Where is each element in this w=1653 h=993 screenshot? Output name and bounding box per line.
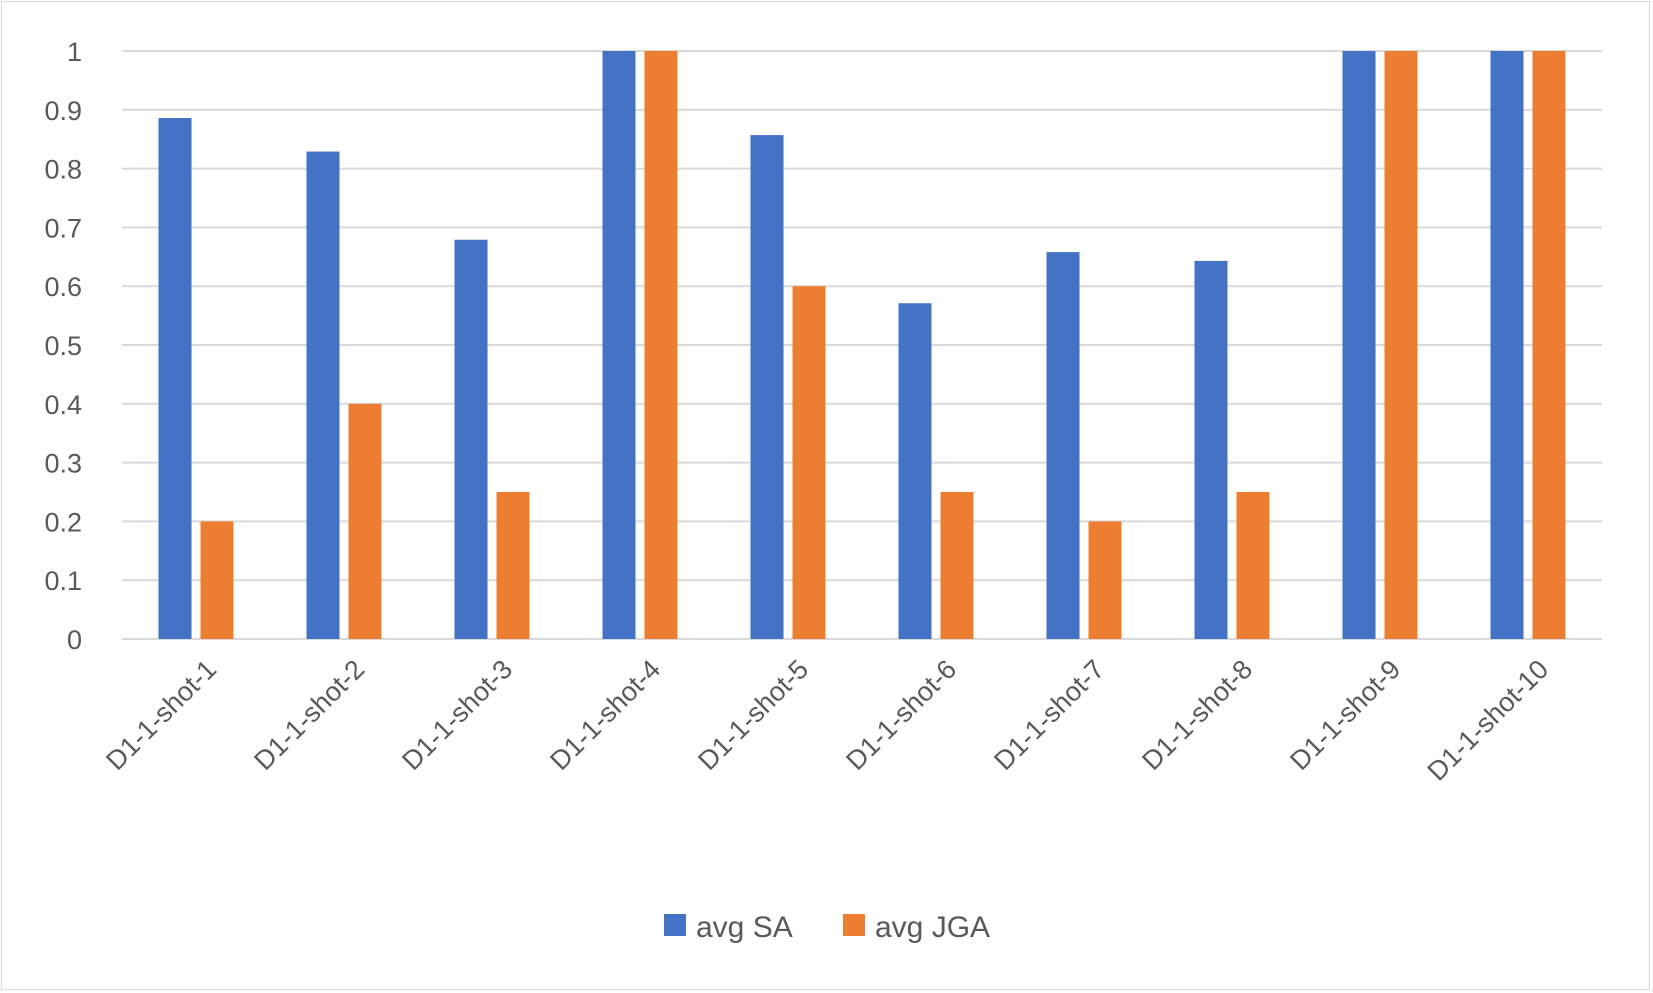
bar-jga-3 [496, 492, 530, 639]
y-tick-label: 0.7 [44, 213, 82, 243]
y-tick-label: 0.1 [44, 566, 82, 596]
x-tick-label: D1-1-shot-4 [544, 654, 666, 776]
x-tick-label: D1-1-shot-7 [988, 654, 1110, 776]
bar-sa-4 [602, 51, 636, 639]
legend-swatch-sa [664, 914, 686, 936]
bar-jga-2 [348, 403, 382, 639]
legend-swatch-jga [843, 914, 865, 936]
y-axis-ticks: 0 0.1 0.2 0.3 0.4 0.5 0.6 0.7 0.8 0.9 1 [44, 37, 82, 655]
legend-label-jga: avg JGA [875, 911, 990, 944]
x-tick-label: D1-1-shot-3 [396, 654, 518, 776]
y-tick-label: 0.3 [44, 449, 82, 479]
bar-sa-10 [1490, 51, 1524, 639]
bar-sa-2 [306, 151, 340, 639]
bar-sa-7 [1046, 252, 1080, 639]
x-tick-label: D1-1-shot-6 [840, 654, 962, 776]
y-tick-label: 1 [67, 37, 82, 67]
y-tick-label: 0.5 [44, 331, 82, 361]
bar-sa-5 [750, 135, 784, 640]
y-tick-label: 0.8 [44, 155, 82, 185]
x-tick-label: D1-1-shot-9 [1284, 654, 1406, 776]
bar-jga-10 [1532, 51, 1566, 639]
bar-sa-1 [158, 118, 192, 640]
y-tick-label: 0.4 [44, 390, 82, 420]
bar-jga-7 [1088, 521, 1122, 639]
bar-jga-8 [1236, 492, 1270, 639]
bar-sa-6 [898, 303, 932, 639]
y-tick-label: 0.6 [44, 272, 82, 302]
gridlines [122, 50, 1602, 640]
bar-sa-8 [1194, 260, 1228, 639]
bars [158, 51, 1566, 640]
bar-jga-5 [792, 286, 826, 639]
y-tick-label: 0.2 [44, 507, 82, 537]
y-tick-label: 0 [67, 625, 82, 655]
legend-label-sa: avg SA [696, 911, 793, 944]
bar-sa-3 [454, 239, 488, 640]
bar-jga-6 [940, 492, 974, 639]
bar-sa-9 [1342, 51, 1376, 639]
x-tick-label: D1-1-shot-2 [248, 654, 370, 776]
y-tick-label: 0.9 [44, 96, 82, 126]
x-tick-label: D1-1-shot-1 [100, 654, 222, 776]
x-tick-label: D1-1-shot-5 [692, 654, 814, 776]
bar-jga-9 [1384, 51, 1418, 639]
bar-jga-1 [200, 521, 234, 639]
x-tick-label: D1-1-shot-10 [1422, 654, 1555, 787]
x-axis-ticks: D1-1-shot-1 D1-1-shot-2 D1-1-shot-3 D1-1-sh… [100, 654, 1554, 787]
bar-jga-4 [644, 51, 678, 639]
x-tick-label: D1-1-shot-8 [1136, 654, 1258, 776]
legend: avg SA avg JGA [664, 911, 990, 944]
